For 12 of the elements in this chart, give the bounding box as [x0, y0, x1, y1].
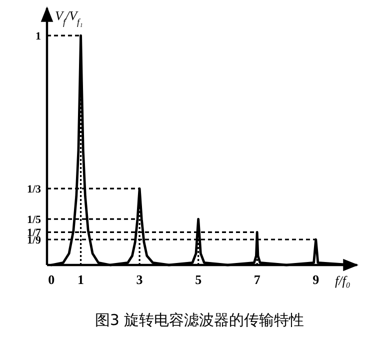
x-tick-label: 0	[48, 272, 55, 287]
y-tick-label: 1	[36, 30, 41, 43]
x-axis-title: f/f₀	[335, 273, 350, 288]
x-tick-label: 3	[136, 272, 144, 287]
x-tick-label: 7	[254, 272, 261, 287]
y-tick-label: 1/5	[26, 214, 42, 226]
y-axis-title: V$_{f}$/V$_{f₁}$	[55, 8, 83, 27]
text: 图3 旋转电容滤波器的传输特性	[94, 311, 304, 329]
x-tick-label: 5	[195, 272, 202, 287]
y-tick-label: 1/3	[26, 184, 42, 196]
x-tick-label: 9	[312, 272, 320, 287]
x-tick-label: 1	[78, 272, 84, 287]
